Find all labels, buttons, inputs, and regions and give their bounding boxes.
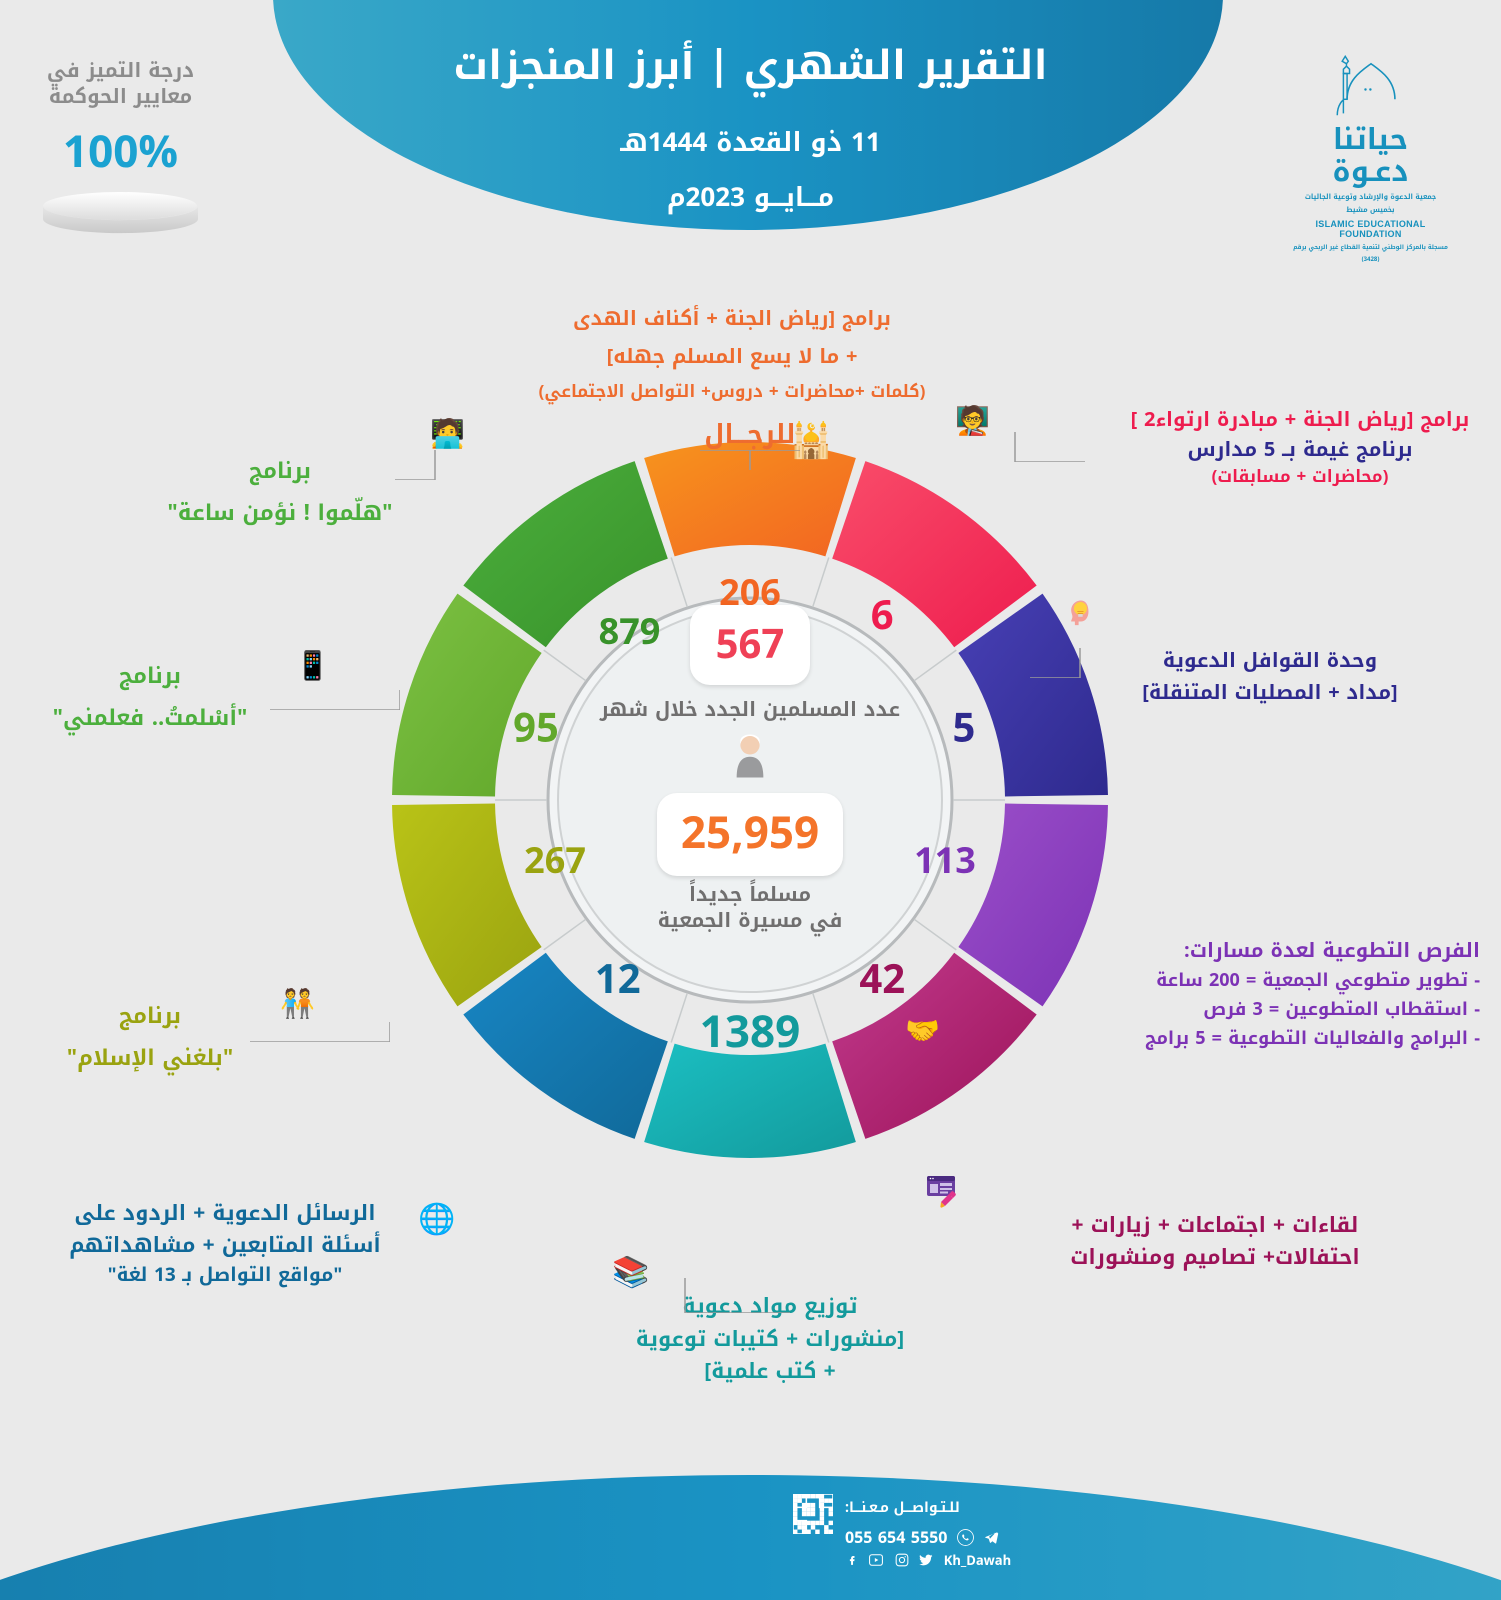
svg-text:1389: 1389	[700, 992, 801, 1075]
svg-text:5: 5	[953, 690, 976, 766]
svg-text:95: 95	[513, 690, 559, 766]
svg-text:42: 42	[859, 942, 905, 1018]
svg-text:12: 12	[595, 942, 641, 1018]
